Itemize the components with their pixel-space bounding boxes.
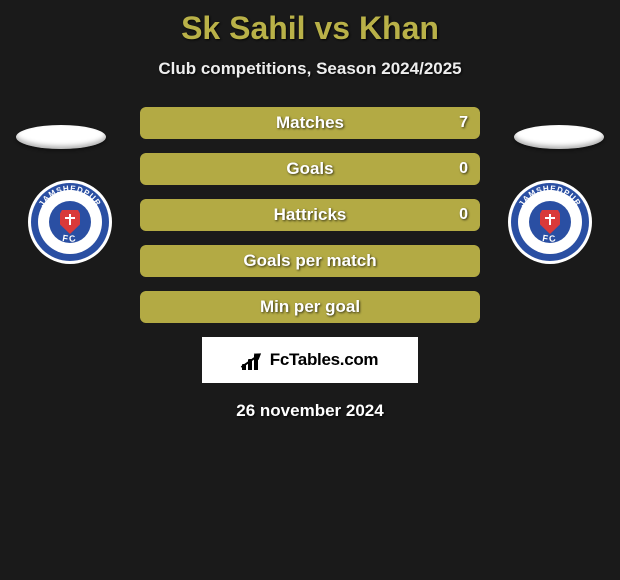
stats-container: 7Matches 0Goals 0Hattricks Goals per match M… xyxy=(140,107,480,323)
svg-text:JAMSHEDPUR: JAMSHEDPUR xyxy=(37,184,103,208)
club-badge-right: JAMSHEDPUR FC xyxy=(508,180,592,264)
badge-text-bottom: FC xyxy=(62,233,79,244)
stat-bar-right xyxy=(310,245,480,277)
stat-bar-left xyxy=(140,153,147,185)
stat-bar-right xyxy=(147,153,480,185)
stat-row: 0Goals xyxy=(140,153,480,185)
source-logo: FcTables.com xyxy=(202,337,418,383)
stat-value-right: 0 xyxy=(459,206,468,224)
svg-text:FC: FC xyxy=(542,233,559,244)
chart-arrow-icon xyxy=(242,350,264,370)
stat-bar-left xyxy=(140,291,310,323)
svg-text:FC: FC xyxy=(62,233,79,244)
stat-bar-left xyxy=(140,107,147,139)
club-badge-left: JAMSHEDPUR FC xyxy=(28,180,112,264)
badge-text-top: JAMSHEDPUR xyxy=(37,184,103,208)
player-marker-right xyxy=(514,125,604,149)
source-logo-text: FcTables.com xyxy=(270,350,379,370)
badge-text-top: JAMSHEDPUR xyxy=(517,184,583,208)
player-marker-left xyxy=(16,125,106,149)
stat-row: Goals per match xyxy=(140,245,480,277)
svg-text:JAMSHEDPUR: JAMSHEDPUR xyxy=(517,184,583,208)
page-title: Sk Sahil vs Khan xyxy=(0,0,620,47)
stat-bar-right xyxy=(147,199,480,231)
stat-value-right: 0 xyxy=(459,160,468,178)
stat-row: Min per goal xyxy=(140,291,480,323)
stat-bar-left xyxy=(140,245,310,277)
stat-value-right: 7 xyxy=(459,114,468,132)
stat-bar-right xyxy=(147,107,480,139)
stat-row: 0Hattricks xyxy=(140,199,480,231)
stat-bar-right xyxy=(310,291,480,323)
date-label: 26 november 2024 xyxy=(0,401,620,421)
stat-row: 7Matches xyxy=(140,107,480,139)
badge-text-bottom: FC xyxy=(542,233,559,244)
stat-bar-left xyxy=(140,199,147,231)
subtitle: Club competitions, Season 2024/2025 xyxy=(0,59,620,79)
